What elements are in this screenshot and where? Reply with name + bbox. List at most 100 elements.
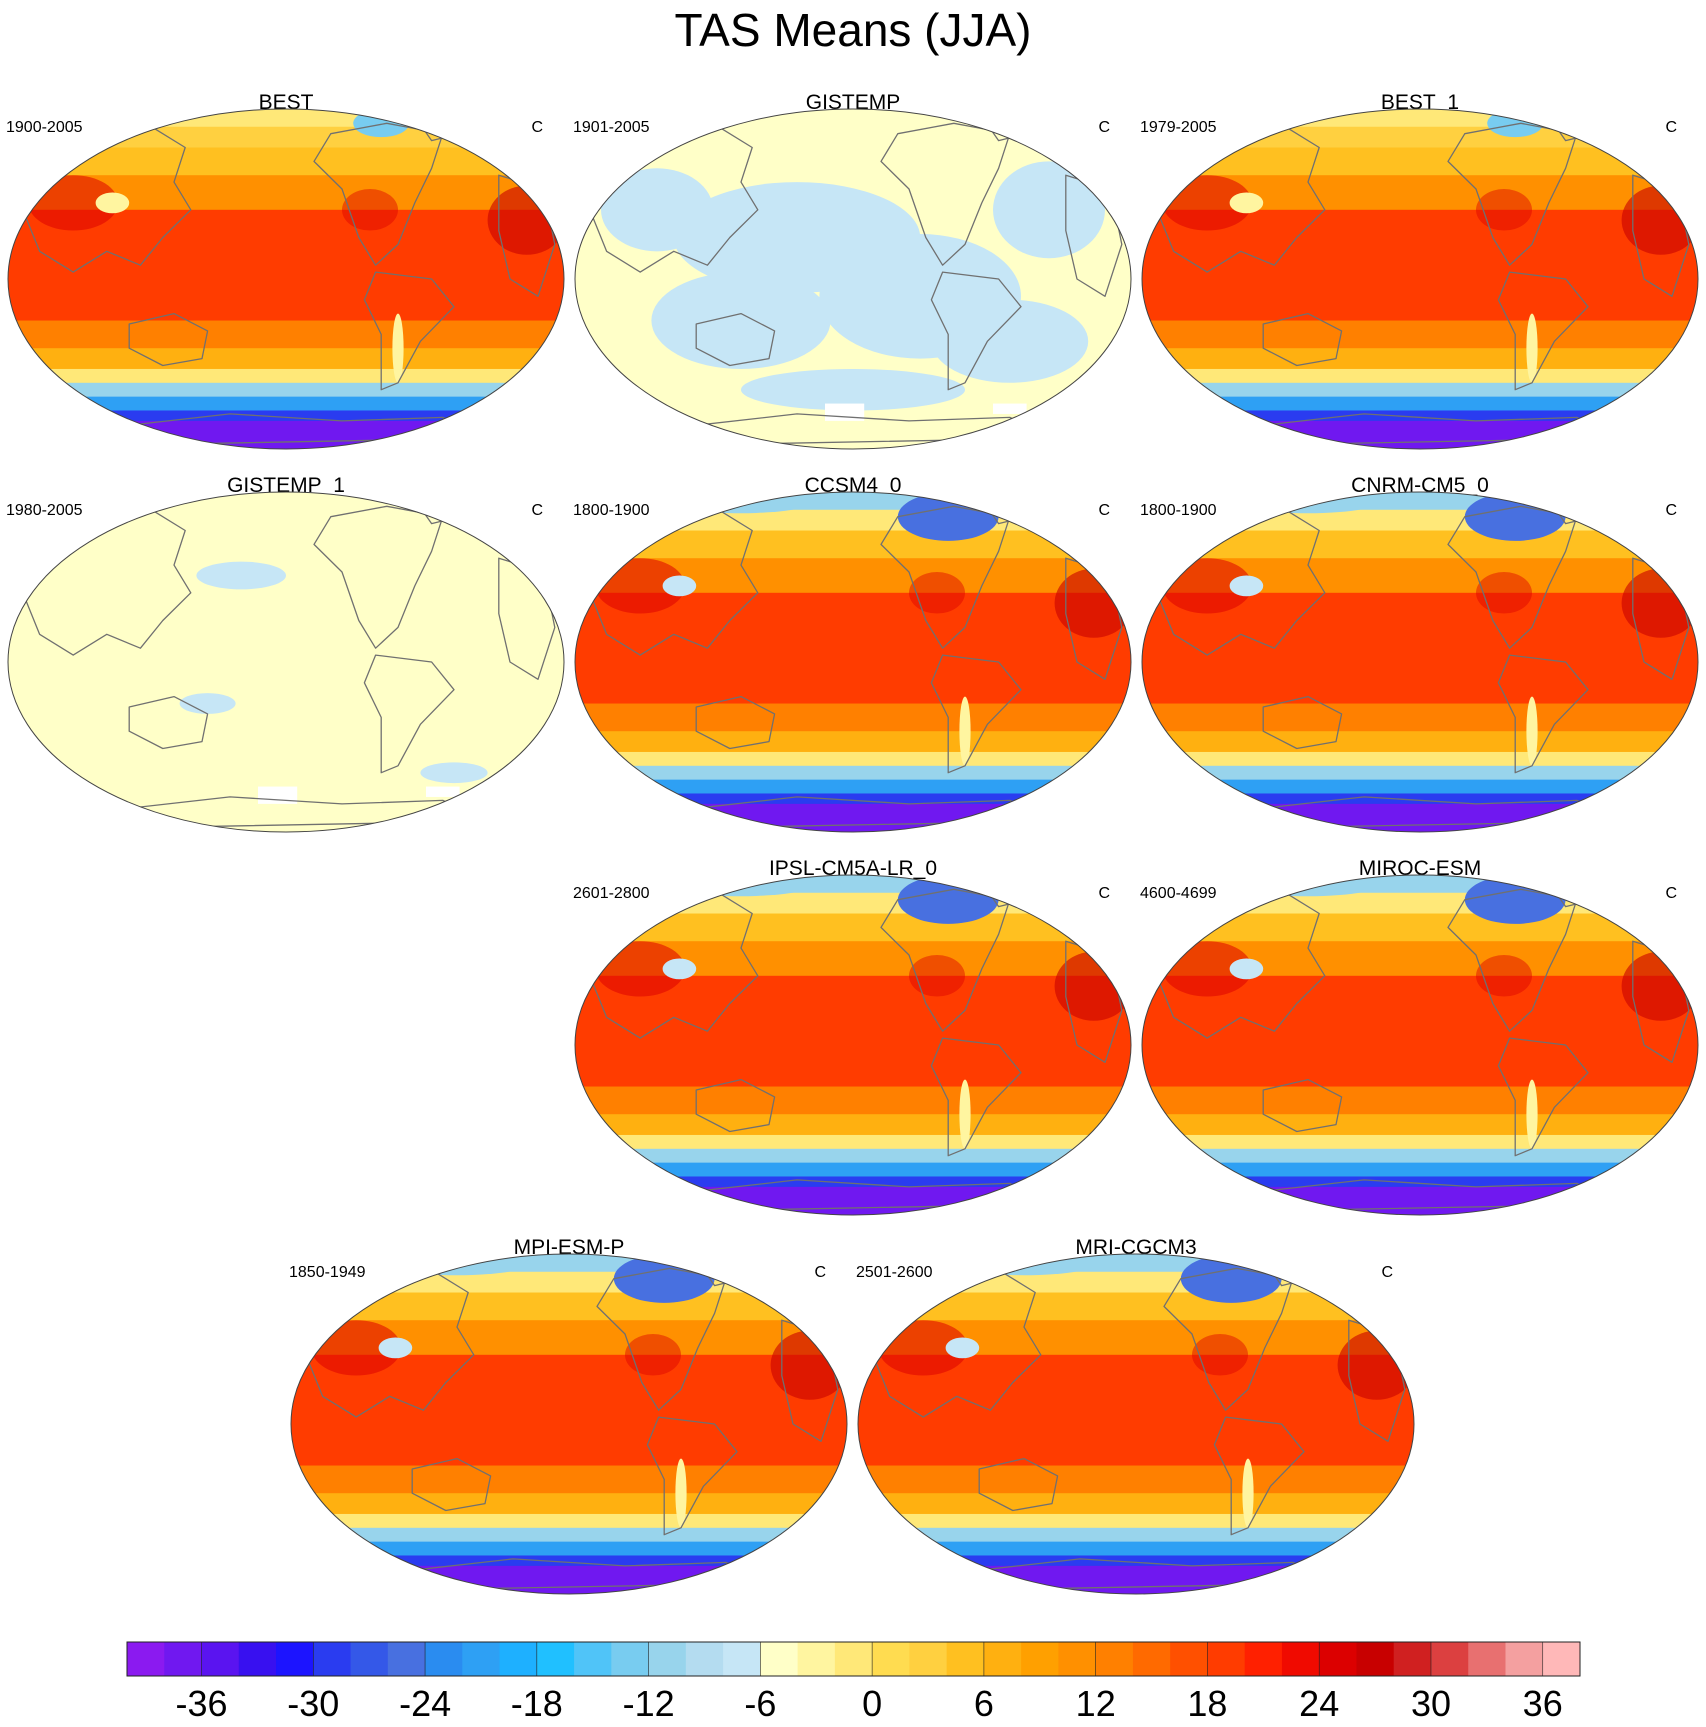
panel-period: 2601-2800 (573, 885, 650, 902)
asia-outline (1156, 509, 1326, 656)
south-america-outline (1497, 271, 1589, 391)
south-america-outline (930, 654, 1022, 774)
australia-outline (695, 695, 776, 750)
colorbar-label: 36 (1523, 1683, 1563, 1720)
colorbar-label: 0 (862, 1683, 882, 1720)
colorbar-swatch (797, 1642, 836, 1676)
colorbar-swatch (276, 1642, 314, 1676)
colorbar-swatch (648, 1642, 687, 1676)
panel-gistemp: GISTEMP 1901-2005 C (573, 90, 1133, 450)
panel-title: CNRM-CM5_0 (1351, 474, 1489, 497)
australia-outline (128, 312, 209, 367)
colorbar-swatch (1356, 1642, 1395, 1676)
map-mpi-esm-p (290, 1253, 848, 1595)
colorbar-swatch (574, 1642, 612, 1676)
colorbar-label: 12 (1076, 1683, 1116, 1720)
colorbar-swatch (462, 1642, 501, 1676)
panel-best: BEST 1900-2005 C (6, 90, 566, 450)
panel-mpi-esm-p: MPI-ESM-P 1850-1949 C (289, 1235, 849, 1595)
asia-outline (589, 126, 759, 273)
asia-outline (1156, 892, 1326, 1039)
panel-title: GISTEMP_1 (227, 474, 345, 497)
colorbar-swatch (872, 1642, 910, 1676)
colorbar-label: -36 (175, 1683, 227, 1720)
panel-title: CCSM4_0 (804, 474, 902, 497)
colorbar-swatch (1244, 1642, 1283, 1676)
panel-title: MPI-ESM-P (513, 1236, 625, 1259)
map-best (7, 108, 565, 450)
page-title: TAS Means (JJA) (674, 4, 1032, 56)
map-cnrm-cm5 (1141, 491, 1699, 833)
colorbar-swatch (685, 1642, 724, 1676)
colorbar-label: 18 (1187, 1683, 1227, 1720)
australia-outline (411, 1457, 492, 1512)
panel-period: 1901-2005 (573, 119, 650, 136)
colorbar-label: -6 (744, 1683, 776, 1720)
colorbar-swatch (1393, 1642, 1432, 1676)
south-america-outline (363, 271, 455, 391)
map-gistemp (574, 108, 1132, 450)
panel-units: C (1665, 885, 1677, 902)
south-america-outline (1213, 1416, 1305, 1536)
panel-units: C (1098, 502, 1110, 519)
panel-period: 4600-4699 (1140, 885, 1217, 902)
colorbar-swatch (946, 1642, 985, 1676)
colorbar-label: -24 (399, 1683, 451, 1720)
colorbar-swatch (499, 1642, 538, 1676)
panel-units: C (1098, 885, 1110, 902)
australia-outline (978, 1457, 1059, 1512)
asia-outline (1156, 126, 1326, 273)
asia-outline (22, 509, 192, 656)
asia-outline (589, 509, 759, 656)
colorbar-label: -30 (287, 1683, 339, 1720)
panel-units: C (1098, 119, 1110, 136)
panel-period: 1900-2005 (6, 119, 83, 136)
map-ccsm4 (574, 491, 1132, 833)
colorbar-label: 30 (1411, 1683, 1451, 1720)
panel-units: C (531, 119, 543, 136)
colorbar-label: -12 (623, 1683, 675, 1720)
south-america-outline (1497, 654, 1589, 774)
colorbar-swatch (1505, 1642, 1544, 1676)
panel-units: C (1665, 502, 1677, 519)
australia-outline (128, 695, 209, 750)
colorbar-swatch (238, 1642, 277, 1676)
asia-outline (589, 892, 759, 1039)
colorbar-swatch (536, 1642, 575, 1676)
colorbar-swatch (425, 1642, 463, 1676)
asia-outline (305, 1271, 475, 1418)
panel-period: 1800-1900 (1140, 502, 1217, 519)
colorbar-swatch (1281, 1642, 1320, 1676)
south-america-outline (930, 271, 1022, 391)
colorbar-swatch (313, 1642, 352, 1676)
colorbar-swatch (834, 1642, 873, 1676)
colorbar-swatch (611, 1642, 650, 1676)
panel-best-1: BEST_1 1979-2005 C (1140, 90, 1700, 450)
panel-gistemp-1: GISTEMP_1 1980-2005 C (6, 473, 566, 833)
panel-period: 1979-2005 (1140, 119, 1217, 136)
colorbar-swatch (1132, 1642, 1171, 1676)
colorbar-swatch (1170, 1642, 1208, 1676)
panel-miroc-esm: MIROC-ESM 4600-4699 C (1140, 856, 1700, 1216)
colorbar-swatch (350, 1642, 389, 1676)
panel-ccsm4: CCSM4_0 1800-1900 C (573, 473, 1133, 833)
panel-units: C (1665, 119, 1677, 136)
australia-outline (695, 1078, 776, 1133)
colorbar-swatch (387, 1642, 426, 1676)
colorbar-label: 6 (974, 1683, 994, 1720)
map-gistemp-1 (7, 491, 565, 833)
colorbar-label: 24 (1299, 1683, 1339, 1720)
colorbar: -36 -30 -24 -18 -12 -6 0 6 12 18 24 30 36 (126, 1641, 1581, 1720)
colorbar-swatch (201, 1642, 240, 1676)
panel-title: MRI-CGCM3 (1075, 1236, 1197, 1259)
colorbar-label: -18 (511, 1683, 563, 1720)
map-ipsl-cm5a-lr (574, 874, 1132, 1216)
panel-title: MIROC-ESM (1358, 857, 1482, 880)
panel-units: C (531, 502, 543, 519)
australia-outline (1262, 312, 1343, 367)
panel-title: IPSL-CM5A-LR_0 (768, 857, 938, 880)
colorbar-swatch (1542, 1642, 1581, 1676)
panel-title: GISTEMP (805, 91, 901, 114)
south-america-outline (930, 1037, 1022, 1157)
colorbar-swatch (1207, 1642, 1246, 1676)
